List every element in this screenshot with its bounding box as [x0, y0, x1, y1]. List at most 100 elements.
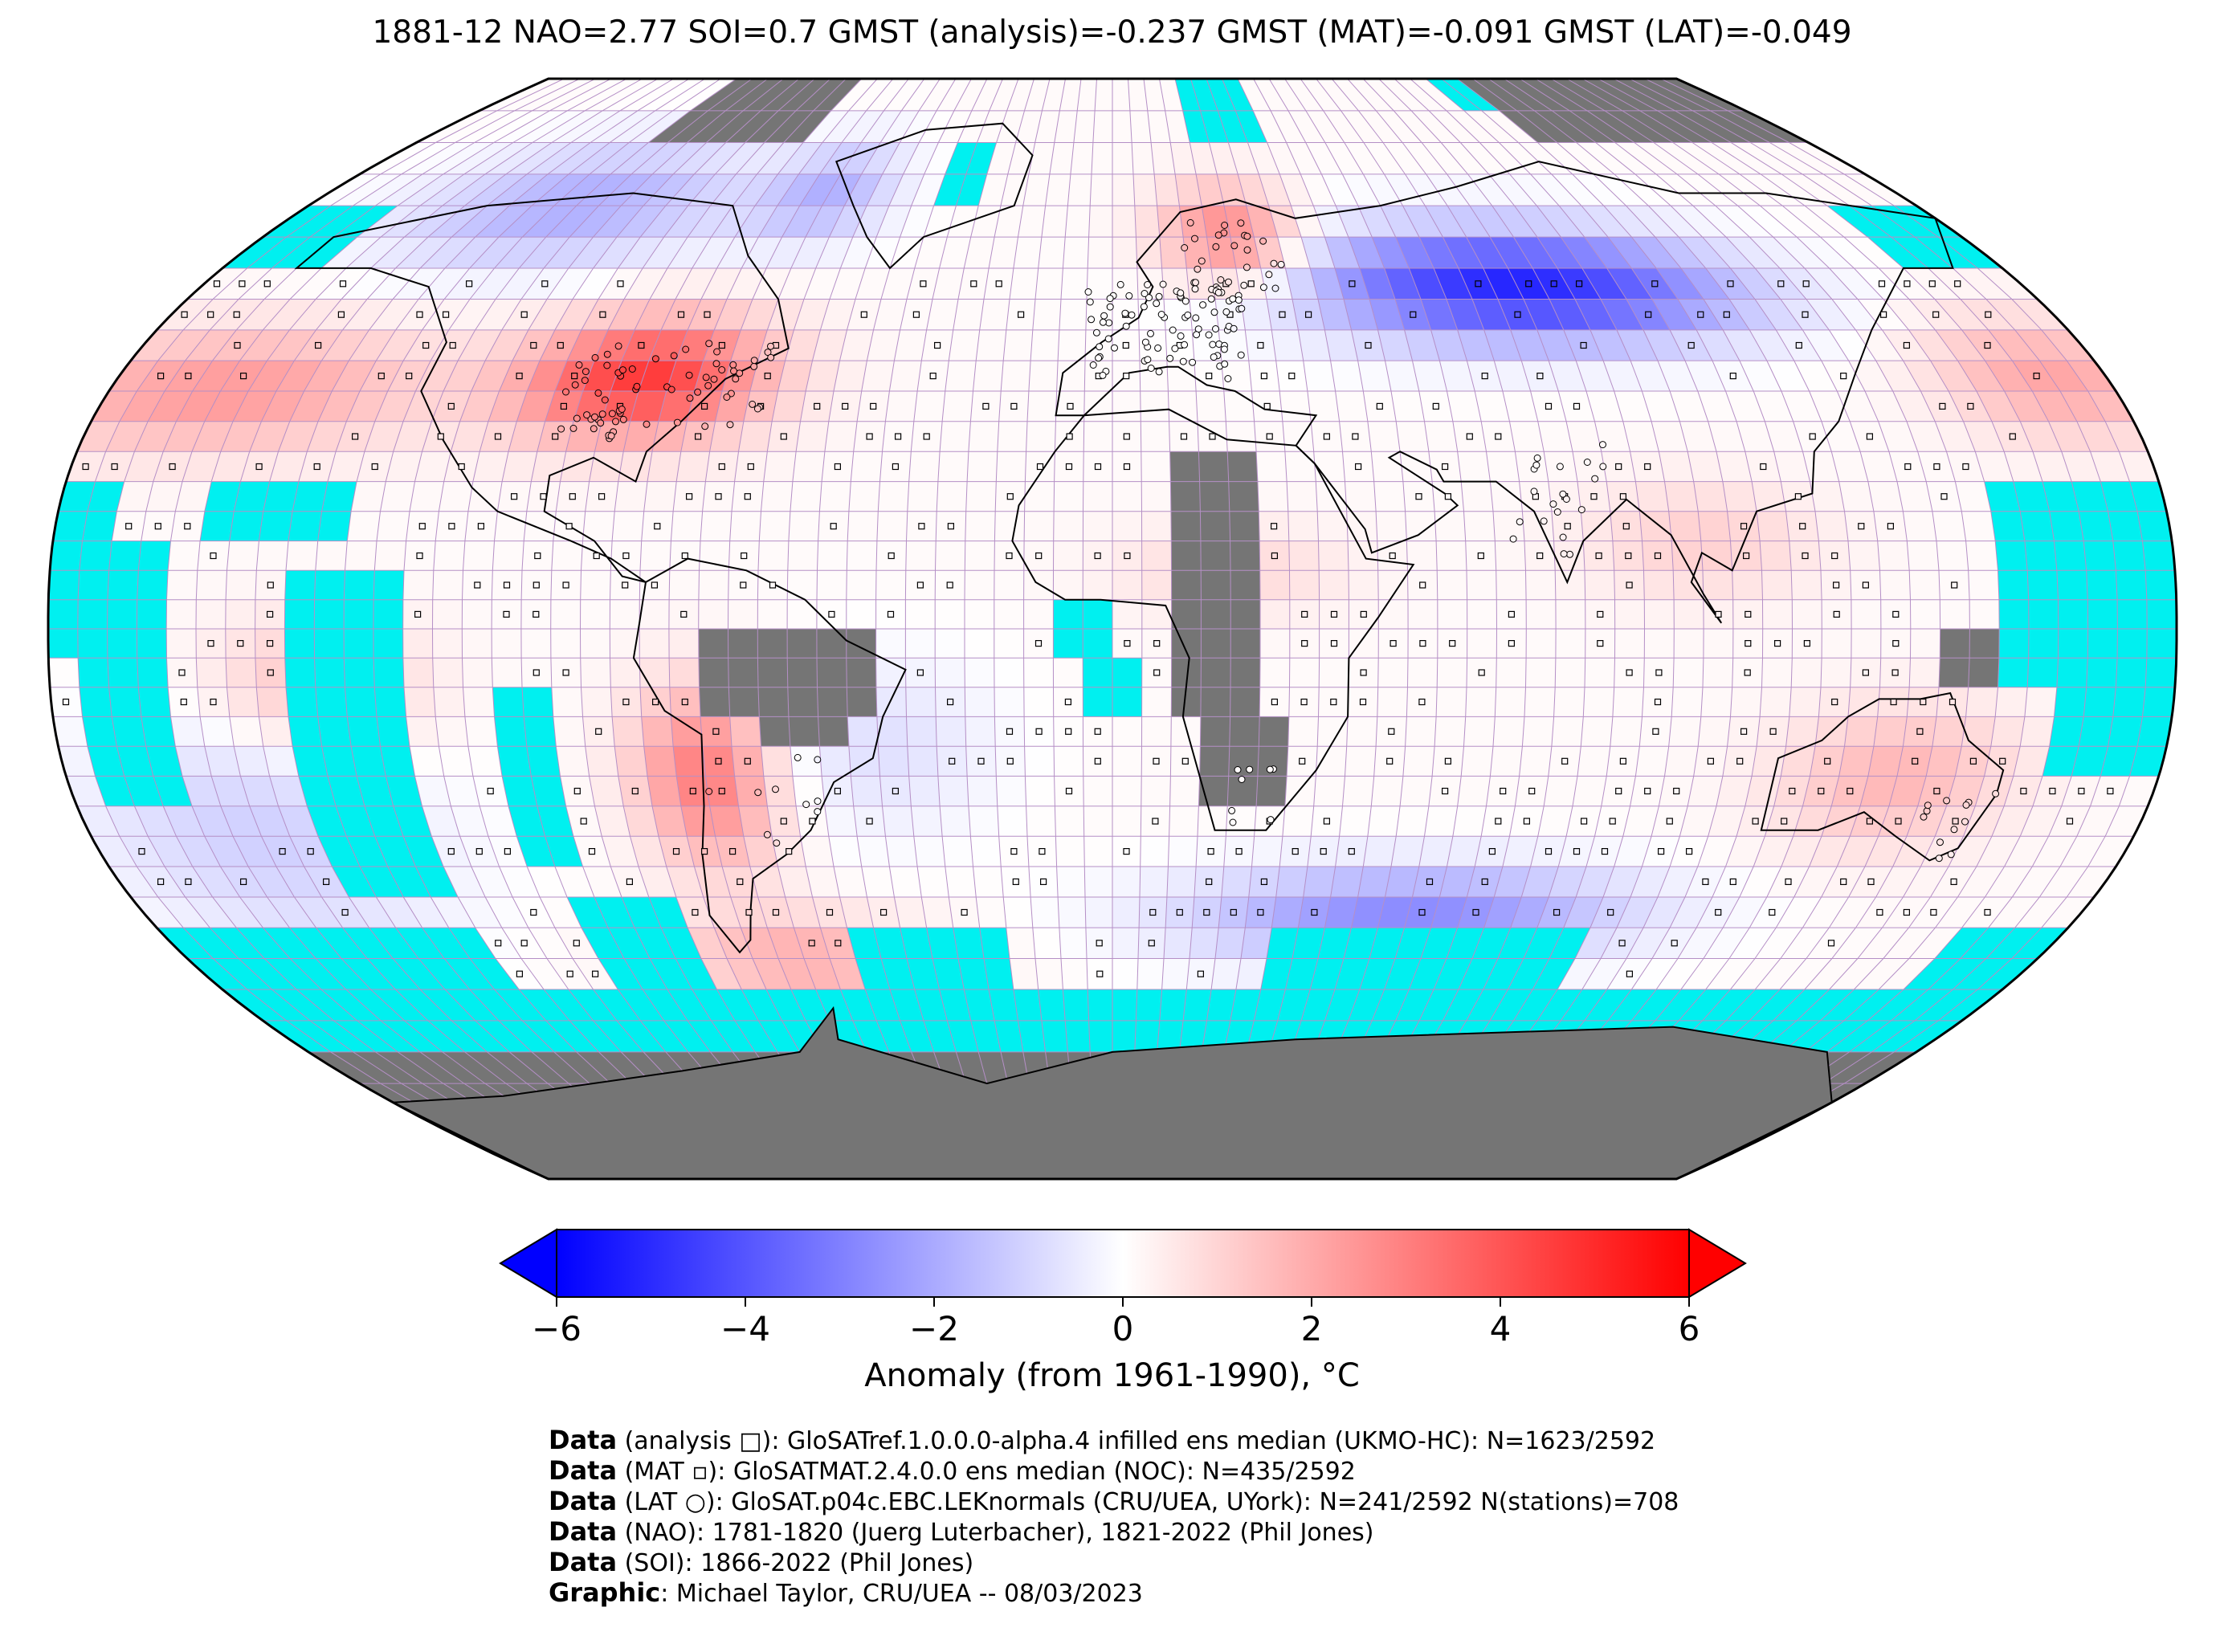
- grid-cell: [432, 658, 463, 687]
- grid-cell: [1654, 142, 1720, 174]
- grid-cell: [1026, 421, 1056, 452]
- grid-cell: [1708, 421, 1745, 452]
- grid-cell: [1490, 746, 1523, 777]
- grid-cell: [663, 206, 711, 238]
- grid-cell: [777, 142, 822, 174]
- grid-cell: [261, 391, 304, 422]
- grid-cell: [716, 237, 759, 268]
- grid-cell: [1129, 110, 1152, 143]
- grid-cell: [1318, 928, 1352, 959]
- grid-cell: [1371, 451, 1403, 482]
- grid-cell: [945, 142, 977, 174]
- grid-cell: [1700, 687, 1732, 717]
- grid-cell: [680, 806, 716, 837]
- grid-cell: [387, 867, 431, 897]
- grid-cell: [1614, 629, 1645, 659]
- grid-cell: [1936, 540, 1969, 571]
- grid-cell: [410, 481, 444, 512]
- grid-cell: [487, 1051, 548, 1084]
- grid-cell: [817, 658, 847, 687]
- grid-cell: [475, 299, 521, 330]
- grid-cell: [911, 806, 943, 837]
- grid-cell: [1190, 928, 1219, 959]
- grid-cell: [524, 511, 557, 541]
- grid-cell: [398, 173, 464, 206]
- grid-cell: [1935, 329, 1985, 361]
- grid-cell: [1467, 570, 1497, 600]
- grid-cell: [458, 329, 502, 361]
- grid-cell: [484, 142, 552, 174]
- grid-cell: [1112, 570, 1142, 600]
- grid-cell: [1793, 361, 1838, 391]
- grid-cell: [652, 421, 688, 452]
- grid-cell: [1412, 361, 1447, 391]
- grid-cell: [1027, 391, 1057, 422]
- grid-cell: [926, 928, 958, 959]
- grid-cell: [1879, 958, 1935, 990]
- grid-cell: [91, 836, 137, 867]
- grid-cell: [593, 237, 641, 268]
- grid-cell: [247, 237, 310, 268]
- grid-cell: [1201, 570, 1231, 600]
- grid-cell: [758, 206, 800, 238]
- grid-cell: [1789, 142, 1866, 174]
- grid-cell: [1463, 511, 1496, 541]
- grid-cell: [1383, 142, 1426, 174]
- grid-cell: [1140, 836, 1169, 867]
- grid-cell: [108, 540, 141, 571]
- grid-cell: [431, 896, 475, 928]
- grid-cell: [1230, 687, 1260, 717]
- grid-cell: [1867, 989, 1928, 1021]
- grid-cell: [200, 511, 235, 541]
- grid-cell: [1279, 173, 1314, 206]
- grid-cell: [970, 836, 1002, 867]
- grid-cell: [544, 989, 594, 1021]
- grid-cell: [1461, 481, 1493, 512]
- grid-cell: [374, 687, 406, 717]
- credit-line: Data (SOI): 1866-2022 (Phil Jones): [549, 1547, 974, 1578]
- grid-cell: [464, 173, 527, 206]
- grid-cell: [1317, 716, 1349, 747]
- grid-cell: [1639, 511, 1672, 541]
- grid-cell: [851, 451, 883, 482]
- grid-cell: [1670, 391, 1708, 422]
- grid-cell: [582, 867, 622, 897]
- grid-cell: [433, 687, 465, 717]
- grid-cell: [1791, 570, 1822, 600]
- grid-cell: [2137, 716, 2173, 747]
- grid-cell: [2049, 511, 2084, 541]
- grid-cell: [2049, 716, 2084, 747]
- grid-cell: [1537, 421, 1573, 452]
- grid-cell: [1112, 928, 1140, 959]
- grid-cell: [1168, 836, 1198, 867]
- grid-cell: [286, 206, 353, 238]
- grid-cell: [1063, 989, 1089, 1021]
- grid-cell: [1573, 776, 1607, 806]
- grid-cell: [1696, 329, 1740, 361]
- grid-cell: [932, 958, 965, 990]
- grid-cell: [1822, 421, 1861, 452]
- grid-cell: [1409, 267, 1447, 300]
- grid-cell: [1871, 206, 1939, 238]
- grid-cell: [553, 1051, 611, 1084]
- grid-cell: [582, 511, 615, 541]
- grid-cell: [370, 989, 428, 1021]
- grid-cell: [386, 451, 422, 482]
- grid-cell: [402, 629, 433, 659]
- grid-cell: [647, 451, 681, 482]
- grid-cell: [732, 173, 778, 206]
- grid-cell: [78, 658, 109, 687]
- grid-cell: [965, 511, 996, 541]
- grid-cell: [710, 173, 757, 206]
- grid-cell: [669, 658, 700, 687]
- grid-cell: [284, 599, 315, 629]
- grid-cell: [911, 173, 945, 206]
- grid-cell: [166, 599, 197, 629]
- grid-cell: [1697, 836, 1737, 867]
- grid-cell: [1715, 206, 1773, 238]
- grid-cell: [1658, 361, 1698, 391]
- grid-cell: [806, 206, 845, 238]
- grid-cell: [1644, 629, 1675, 659]
- grid-cell: [1003, 329, 1033, 361]
